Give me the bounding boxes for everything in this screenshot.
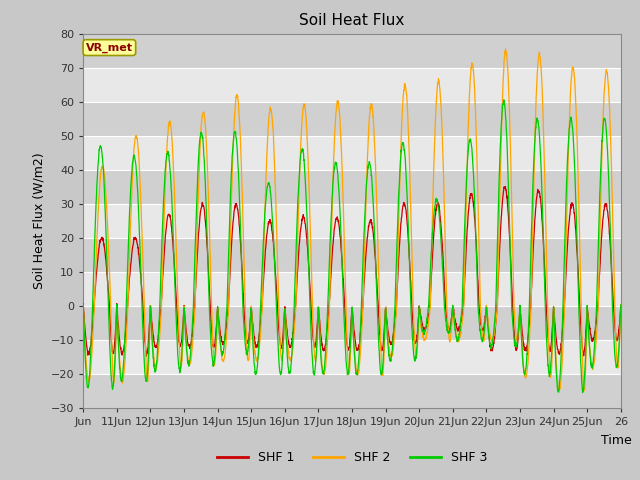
Bar: [83, 340, 621, 374]
Bar: [83, 204, 621, 238]
Bar: [83, 272, 621, 306]
Bar: [83, 68, 621, 102]
Bar: [83, 306, 621, 340]
Y-axis label: Soil Heat Flux (W/m2): Soil Heat Flux (W/m2): [32, 153, 45, 289]
Bar: [83, 170, 621, 204]
Legend: SHF 1, SHF 2, SHF 3: SHF 1, SHF 2, SHF 3: [212, 446, 492, 469]
Text: VR_met: VR_met: [86, 42, 133, 53]
Bar: [83, 238, 621, 272]
Bar: [83, 136, 621, 170]
X-axis label: Time: Time: [601, 434, 632, 447]
Bar: [83, 102, 621, 136]
Bar: [83, 34, 621, 68]
Title: Soil Heat Flux: Soil Heat Flux: [300, 13, 404, 28]
Bar: [83, 374, 621, 408]
